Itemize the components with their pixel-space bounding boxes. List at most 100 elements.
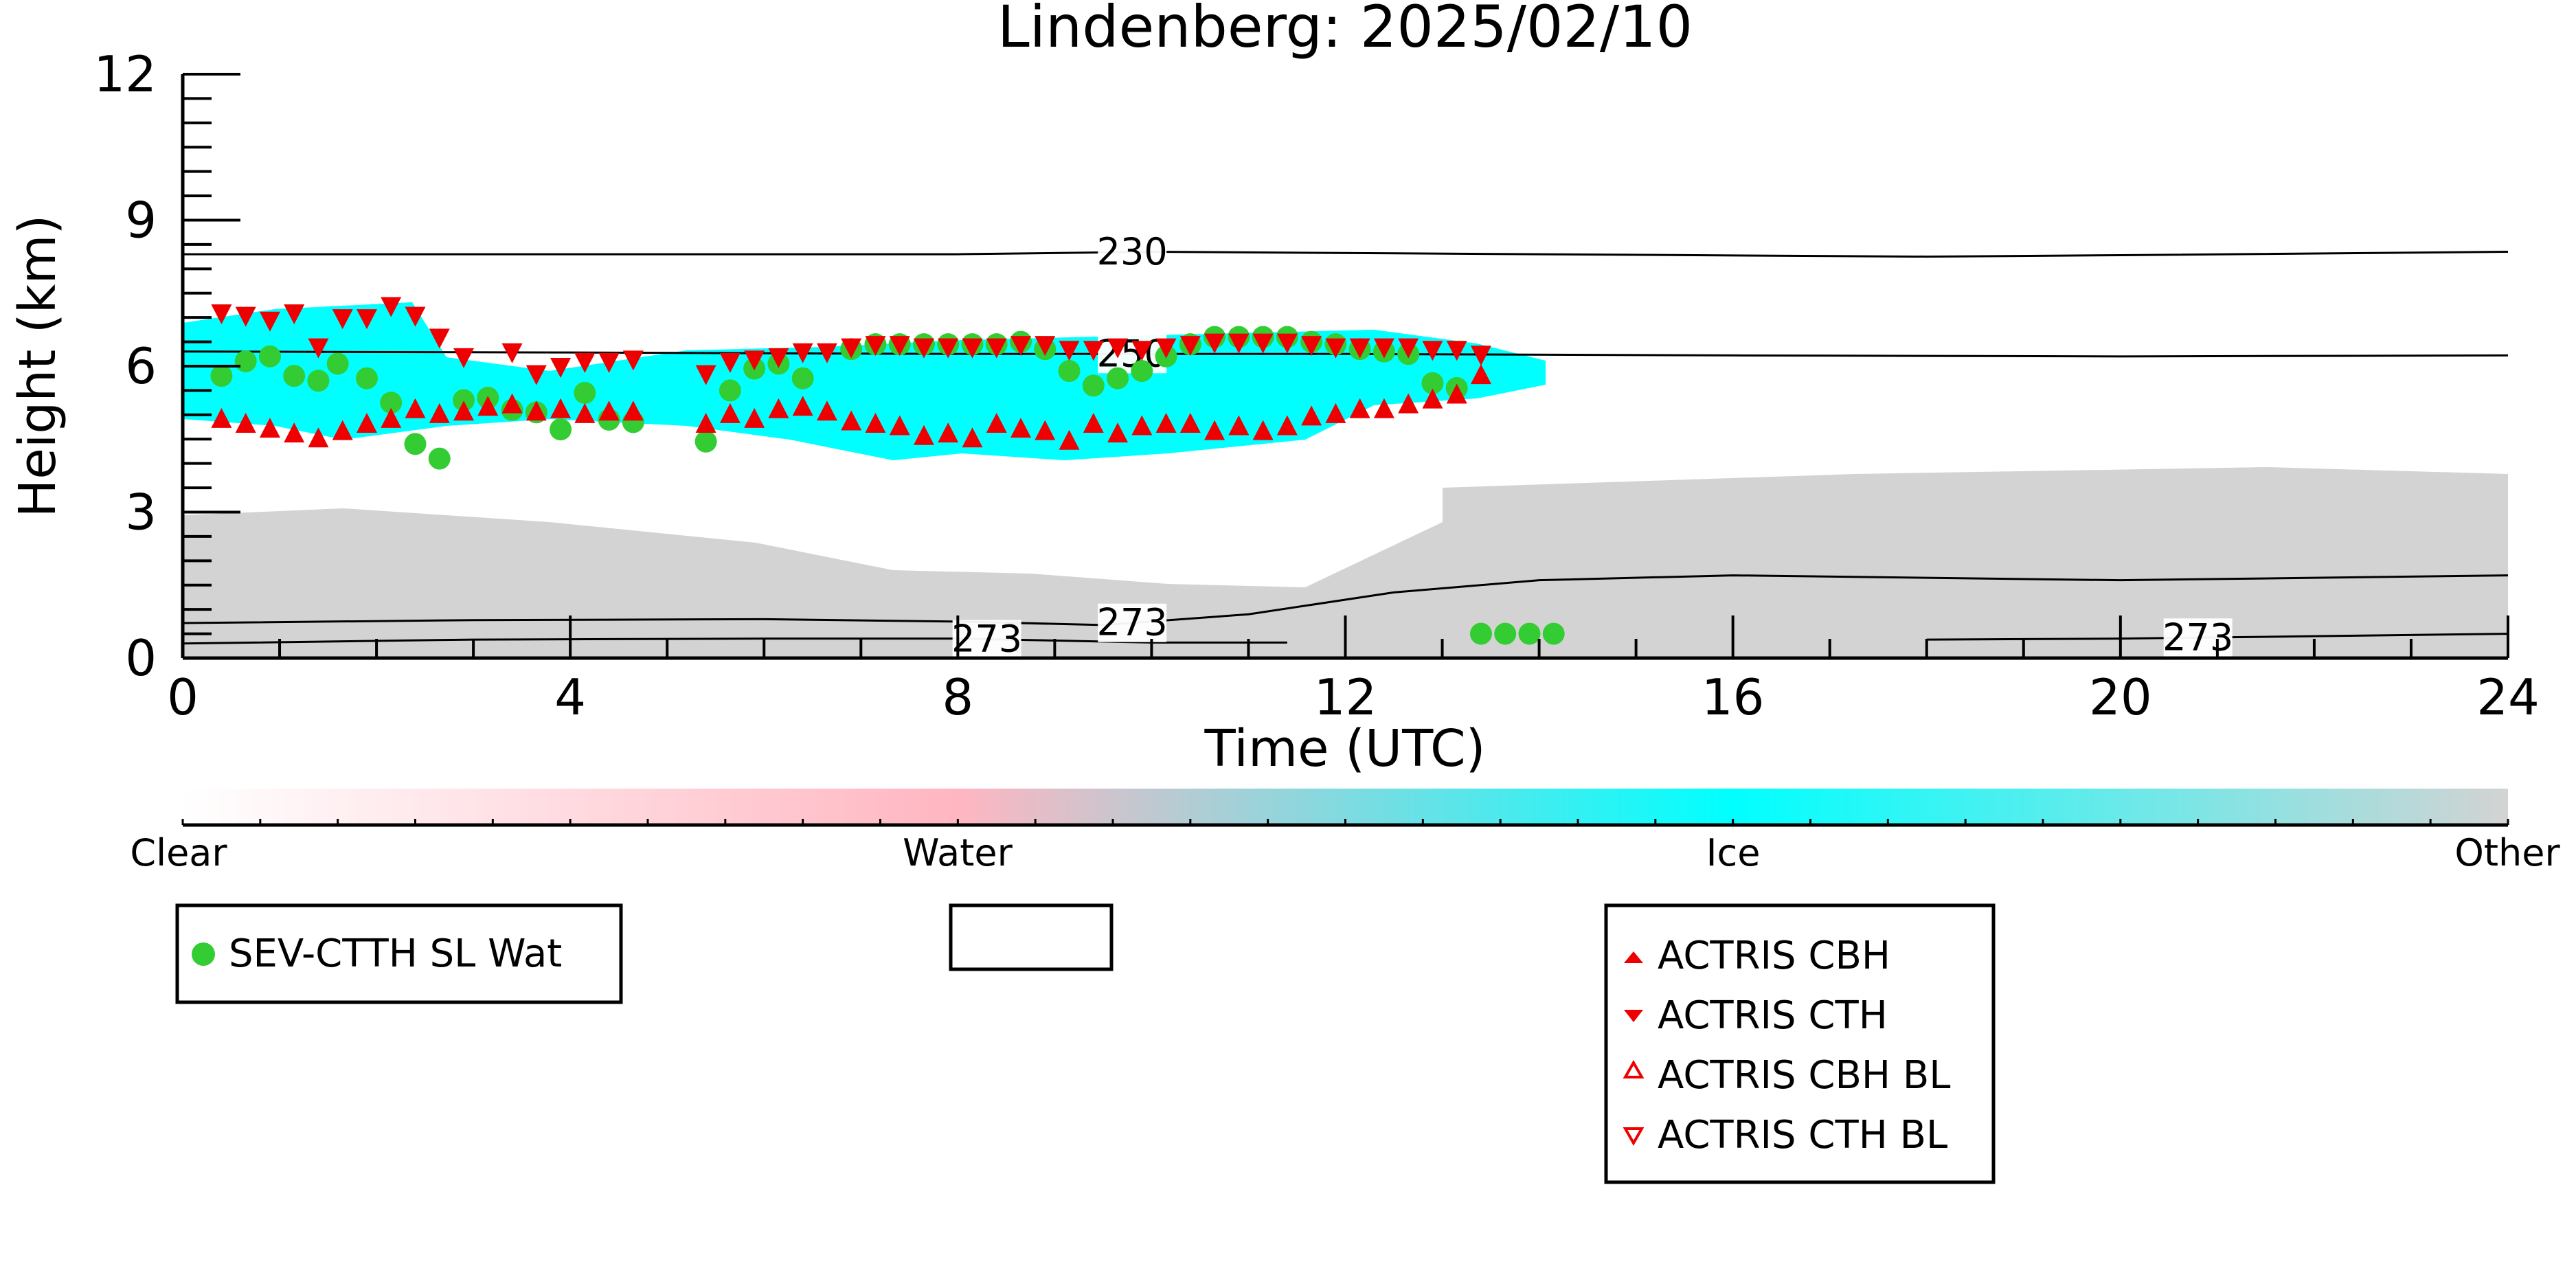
actris-cth-point [429,328,450,349]
actris-cth-point [259,311,280,332]
legend-label-cbh: ACTRIS CBH [1658,934,1890,978]
x-tick-label: 8 [942,668,973,726]
sev-ctth-point [1058,360,1081,383]
temperature-contour [183,637,1287,645]
actris-cbh-point [1422,388,1443,409]
actris-cth-point [574,352,596,373]
actris-cbh-point [381,407,402,428]
sev-ctth-point [210,365,233,387]
sev-ctth-point [428,447,451,470]
actris-cth-point [1252,333,1274,354]
actris-cth-point [768,348,789,368]
actris-cth-point [1446,341,1467,361]
x-tick-label: 0 [167,668,199,726]
actris-cbh-point [816,400,837,421]
actris-cth-point [1398,338,1419,359]
actris-cbh-point [841,410,862,431]
contours [183,251,2508,645]
ice-class-region [183,302,1546,460]
actris-cbh-point [768,398,789,418]
contour-label-bg [1098,603,1167,642]
actris-cth-point [1010,336,1032,357]
actris-cbh-point [1179,413,1201,433]
actris-cbh-point [284,422,305,443]
actris-cth-point [913,338,934,359]
actris-cth-point [453,348,475,368]
sev-ctth-point [719,379,741,402]
sev-ctth-point [355,367,378,389]
sev-ctth-point [1469,622,1492,645]
sev-ctth-point [694,430,717,453]
actris-cth-point [526,365,547,385]
y-tick-label: 6 [125,337,157,395]
actris-cbh-point [574,403,596,423]
contour-label-bg [1098,232,1167,271]
actris-cbh-point [1155,413,1177,433]
actris-cth-point [962,338,983,359]
actris-cth-point [1349,338,1370,359]
actris-cbh-point [453,400,475,421]
actris-cbh-point [889,415,910,436]
actris-cth-point [1035,336,1056,357]
x-axis-label: Time (UTC) [1204,719,1485,778]
actris-cth-point [1422,341,1443,361]
actris-cbh-point [1204,420,1225,440]
contour-label: 273 [2162,615,2233,659]
actris-cth-point [792,343,813,363]
x-tick-label: 16 [1702,668,1765,726]
contour-label: 273 [951,618,1022,661]
sev-ctth-point [258,345,281,368]
actris-cth-point [1204,333,1225,354]
sev-ctth-point [1131,360,1153,383]
actris-cbh-point [1470,364,1491,385]
actris-cbh-point [598,400,620,421]
actris-cth-point [405,306,426,327]
actris-cbh-point [986,413,1007,433]
x-tick-label: 4 [554,668,586,726]
tick-labels: 0 4 8 12 16 20 24 0 3 6 9 12 [93,45,2539,726]
actris-cbh-point [792,396,813,416]
sev-ctth-point [404,433,427,455]
colorbar-label-water: Water [903,831,1013,874]
legend-label-cbh-bl: ACTRIS CBH BL [1658,1053,1950,1098]
temperature-contour [183,251,2508,258]
contour-label-bg [2163,618,2233,657]
actris-cbh-point [1325,403,1346,423]
sev-ctth-point [1494,622,1517,645]
actris-cbh-point [1252,420,1274,440]
actris-cth-point [938,338,959,359]
actris-cth-point [501,343,523,363]
y-tick-label: 12 [93,45,157,103]
actris-cbh-point [1059,429,1080,450]
actris-cth-point [550,358,572,378]
actris-cbh-point [1107,422,1129,443]
legend-actris: ACTRIS CBH ACTRIS CTH ACTRIS CBH BL ACTR… [1604,903,1996,1184]
legend-marker-cbh-bl [1623,1059,1645,1078]
actris-cth-point [1325,338,1346,359]
actris-cbh-point [695,413,716,433]
actris-cth-point [211,304,232,325]
actris-cbh-point [477,396,499,416]
actris-cbh-point [1373,398,1394,418]
actris-cth-point [1083,341,1104,361]
sev-ctth-point [307,370,330,392]
actris-cbh-point [1228,415,1250,436]
sev-ctth-point [1107,367,1129,389]
actris-cth-point [356,309,377,330]
legend-satellite: SEV-CTTH SL Wat [175,903,623,1004]
x-tick-label: 20 [2089,668,2152,726]
actris-cbh-point [1010,418,1032,438]
actris-cth-point [1301,336,1322,357]
actris-cbh-point [526,400,547,421]
y-axis-label: Height (km) [8,215,67,518]
sev-ctth-point [791,367,814,389]
actris-cbh-point [405,398,426,418]
actris-cth-point [1059,341,1080,361]
legend-marker-cbh [1624,951,1643,963]
actris-cth-point [1228,333,1250,354]
y-tick-label: 0 [125,629,157,687]
sev-ctth-point [1421,372,1444,394]
x-tick-label: 12 [1314,668,1377,726]
sev-ctth-point [1518,622,1541,645]
